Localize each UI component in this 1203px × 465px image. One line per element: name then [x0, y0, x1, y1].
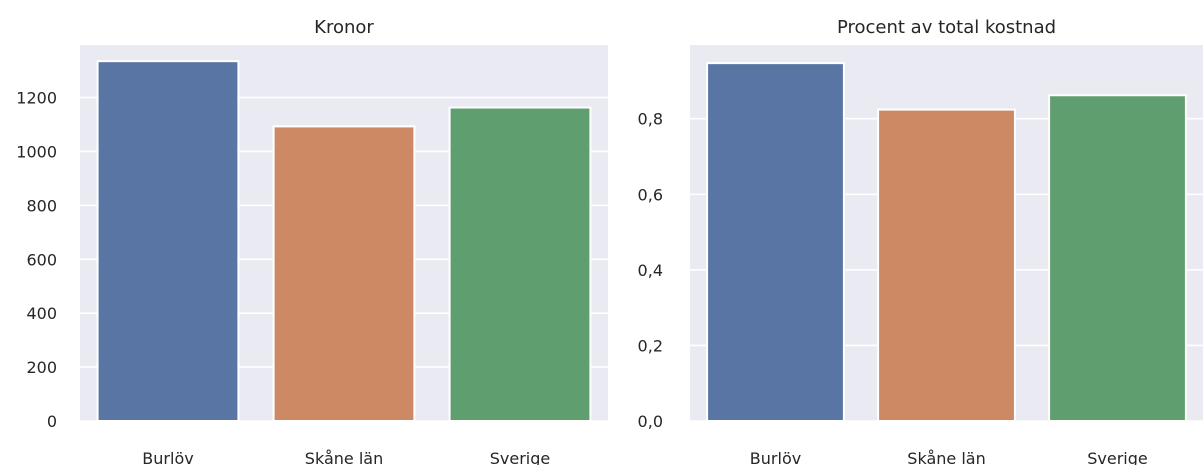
category-labels: Burlöv Skåne län Sverige	[142, 449, 550, 465]
y-tick-label: 800	[26, 196, 57, 215]
y-tick-label: 0,0	[638, 412, 663, 431]
category-labels: Burlöv Skåne län Sverige	[750, 449, 1148, 465]
y-tick-label: 600	[26, 250, 57, 269]
bar-burlöv	[706, 62, 845, 422]
y-tick-labels: 0 200 400 600 800 1000 1200	[16, 89, 57, 431]
chart-title: Kronor	[314, 17, 374, 38]
y-tick-label: 0	[47, 412, 57, 431]
bar-sverige	[448, 106, 592, 423]
category-label: Sverige	[1087, 449, 1148, 465]
bars	[706, 62, 1187, 422]
y-tick-label: 0,4	[638, 261, 663, 280]
y-tick-label: 0,8	[638, 110, 663, 129]
y-tick-label: 1000	[16, 142, 57, 161]
bar-skåne-län	[877, 108, 1016, 422]
y-tick-label: 200	[26, 358, 57, 377]
chart-procent: 0,0 0,2 0,4 0,6 0,8 Burlöv Skåne län Sverige P…	[638, 17, 1203, 465]
y-tick-label: 1200	[16, 89, 57, 108]
bars	[96, 60, 592, 423]
y-tick-label: 0,6	[638, 185, 663, 204]
bar-burlöv	[96, 60, 240, 422]
y-tick-label: 400	[26, 304, 57, 323]
category-label: Sverige	[490, 449, 551, 465]
category-label: Burlöv	[750, 449, 801, 465]
y-tick-labels: 0,0 0,2 0,4 0,6 0,8	[638, 110, 663, 431]
bar-sverige	[1048, 94, 1187, 422]
category-label: Skåne län	[305, 449, 383, 465]
y-tick-label: 0,2	[638, 336, 663, 355]
category-label: Burlöv	[142, 449, 193, 465]
chart-kronor: 0 200 400 600 800 1000 1200 Burlöv Skåne län Sve…	[16, 17, 608, 465]
category-label: Skåne län	[907, 449, 985, 465]
bar-skåne-län	[272, 125, 416, 422]
chart-title: Procent av total kostnad	[837, 17, 1056, 38]
